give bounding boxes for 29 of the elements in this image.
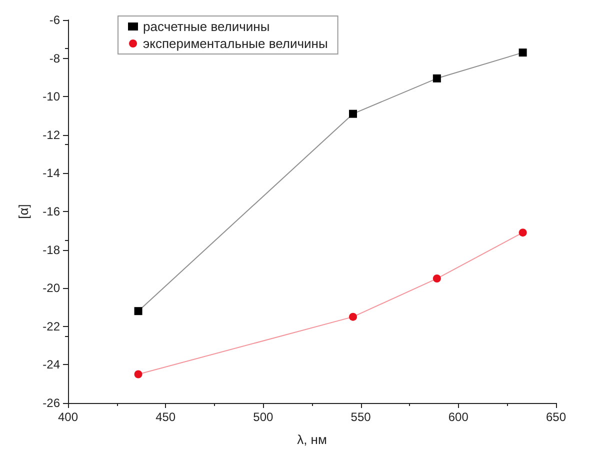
y-tick-label: -16 [42,204,60,218]
y-tick-label: -26 [42,396,60,410]
y-axis-title: [α] [16,204,31,219]
x-tick-label: 450 [156,410,176,424]
y-tick-label: -8 [49,51,60,66]
point [349,312,357,321]
y-tick-label: -14 [42,166,60,180]
x-tick-label: 500 [253,410,274,424]
x-tick-label: 550 [350,410,372,424]
x-tick-label: 600 [448,410,469,424]
point [518,228,527,237]
point [348,110,357,118]
x-tick-label: 650 [546,410,566,424]
point [432,274,441,283]
point [518,48,527,57]
x-tick-label: 400 [58,410,78,424]
legend-label: экспериментальные величины [143,36,328,51]
y-tick-label: -24 [42,358,60,372]
y-tick-label: -10 [42,90,60,104]
x-axis-title: λ, нм [297,432,327,447]
y-tick-label: -22 [42,319,60,334]
point [134,307,142,316]
legend-label: расчетные величины [143,19,270,34]
y-tick-label: -12 [42,128,60,142]
y-tick-label: -6 [49,13,60,27]
point [432,74,441,82]
y-tick-label: -18 [42,242,60,257]
y-tick-label: -20 [42,281,60,296]
point [134,370,142,378]
